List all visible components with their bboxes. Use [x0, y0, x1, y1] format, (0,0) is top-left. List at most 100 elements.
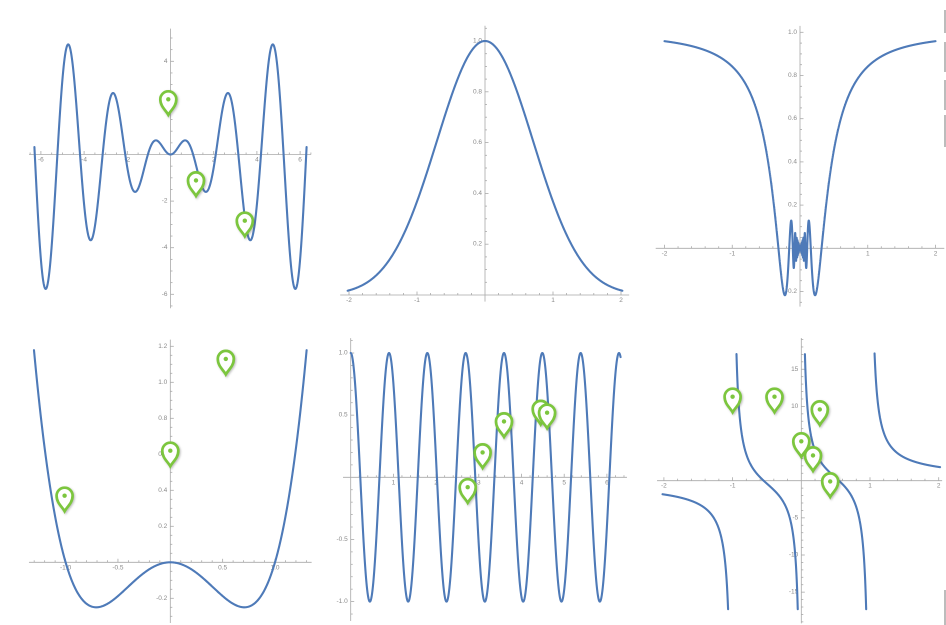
- y-tick-label: 0.4: [788, 158, 797, 165]
- axes: -2 -1 1 2 0.2 0.4 0.6 0.8 1.0: [340, 25, 630, 304]
- function-curve: [32, 349, 308, 609]
- x-tick-label: -0.5: [112, 564, 124, 571]
- pin-dot: [242, 218, 247, 223]
- x-tick-label: 5: [562, 479, 566, 486]
- pin-outline: [186, 171, 206, 199]
- x-tick-label: 1: [868, 483, 872, 490]
- location-pin-marker[interactable]: [494, 412, 514, 440]
- x-tick-label: -1: [729, 250, 735, 257]
- y-tick-label: 4: [164, 58, 168, 65]
- y-tick-label: 0.2: [473, 241, 482, 248]
- x-tick-label: 6: [605, 479, 609, 486]
- x-tick-label: 1: [392, 479, 396, 486]
- pin-dot: [193, 178, 199, 183]
- x-tick-label: 0.5: [218, 564, 227, 571]
- x-tick-label: 4: [255, 157, 259, 164]
- function-curve: [33, 43, 308, 290]
- location-pin-marker[interactable]: [186, 171, 206, 199]
- y-tick-label: -15: [789, 589, 799, 596]
- plot-panel-4: -1.0-0.50.51.0-0.20.20.40.60.81.01.2: [28, 339, 312, 623]
- location-pin-marker[interactable]: [765, 387, 784, 415]
- y-tick-label: -0.5: [336, 536, 348, 543]
- pin-dot: [772, 394, 777, 399]
- y-tick-label: 0.6: [788, 115, 797, 122]
- y-tick-label: 1.2: [158, 343, 167, 350]
- pin-outline: [820, 472, 840, 500]
- y-tick-label: 15: [791, 366, 799, 373]
- pin-dot: [166, 97, 171, 102]
- cell-bracket[interactable]: [943, 10, 946, 33]
- cell-bracket[interactable]: [943, 80, 946, 110]
- pin-dot: [168, 448, 173, 453]
- location-pin-marker[interactable]: [723, 387, 742, 415]
- y-tick-label: 0.4: [158, 487, 167, 494]
- location-pin-marker[interactable]: [160, 441, 180, 469]
- pin-dot: [799, 439, 804, 444]
- pin-dot: [828, 479, 833, 484]
- x-tick-label: 3: [477, 479, 481, 486]
- location-pin-marker[interactable]: [803, 446, 823, 474]
- cell-bracket[interactable]: [943, 115, 946, 147]
- x-tick-label: -2: [124, 157, 130, 164]
- y-tick-label: -5: [793, 514, 799, 521]
- location-pin-marker[interactable]: [820, 472, 840, 500]
- pin-outline: [160, 441, 180, 469]
- x-tick-label: -2: [662, 250, 668, 257]
- location-pin-marker[interactable]: [235, 211, 255, 239]
- cell-bracket[interactable]: [943, 590, 946, 625]
- y-tick-label: 0.4: [473, 190, 482, 197]
- pin-outline: [473, 443, 492, 471]
- y-tick-label: 0.8: [788, 72, 797, 79]
- pin-dot: [223, 356, 228, 362]
- y-tick-label: -2: [162, 198, 168, 205]
- pin-dot: [501, 419, 507, 424]
- pin-dot: [62, 493, 67, 498]
- y-tick-label: 1.0: [788, 29, 797, 36]
- y-tick-label: 1.0: [158, 379, 167, 386]
- location-pin-marker[interactable]: [537, 403, 557, 431]
- y-tick-label: 10: [791, 403, 799, 410]
- axes: -2 -1 1 2 -0.2 0.2 0.4 0.6 0.8 1.0: [655, 25, 945, 307]
- pin-outline: [723, 387, 742, 415]
- pin-dot: [544, 410, 550, 415]
- y-tick-label: -0.2: [156, 595, 168, 602]
- location-pin-marker[interactable]: [55, 486, 74, 514]
- pin-outline: [537, 403, 557, 431]
- y-tick-label: -10: [789, 552, 799, 559]
- x-tick-label: -1.0: [60, 564, 72, 571]
- axes: -2-112-15-10-551015: [657, 338, 943, 624]
- pin-dot: [817, 407, 822, 412]
- pin-outline: [803, 446, 823, 474]
- x-tick-label: 4: [520, 479, 524, 486]
- plot-panel-2: -2 -1 1 2 0.2 0.4 0.6 0.8 1.0: [340, 25, 630, 304]
- x-tick-label: -1: [730, 483, 736, 490]
- x-tick-label: 1.0: [270, 564, 279, 571]
- plot-panel-3: -2 -1 1 2 -0.2 0.2 0.4 0.6 0.8 1.0: [655, 25, 945, 307]
- location-pin-marker[interactable]: [473, 443, 492, 471]
- pin-dot: [465, 485, 470, 490]
- function-curve: [661, 352, 942, 611]
- plot-panel-5: 1 2 3 4 5 6-1.0-0.50.51.0: [336, 338, 627, 621]
- x-tick-label: 6: [298, 157, 302, 164]
- function-curve: [349, 351, 622, 603]
- function-curve: [663, 40, 937, 297]
- location-pin-marker[interactable]: [158, 90, 178, 118]
- x-tick-label: 2: [937, 483, 941, 490]
- x-tick-label: 2: [934, 250, 938, 257]
- pin-dot: [810, 453, 816, 458]
- location-pin-marker[interactable]: [810, 400, 830, 428]
- location-pin-marker[interactable]: [458, 477, 478, 506]
- location-pin-marker[interactable]: [216, 349, 236, 378]
- y-tick-label: 0.2: [788, 202, 797, 209]
- cell-bracket[interactable]: [943, 42, 946, 72]
- x-tick-label: -6: [38, 157, 44, 164]
- x-tick-label: -1: [414, 297, 420, 304]
- x-tick-label: -2: [346, 297, 352, 304]
- x-tick-label: 2: [619, 297, 623, 304]
- y-tick-label: -0.2: [786, 288, 798, 295]
- x-tick-label: -2: [661, 483, 667, 490]
- pin-dot: [480, 450, 485, 455]
